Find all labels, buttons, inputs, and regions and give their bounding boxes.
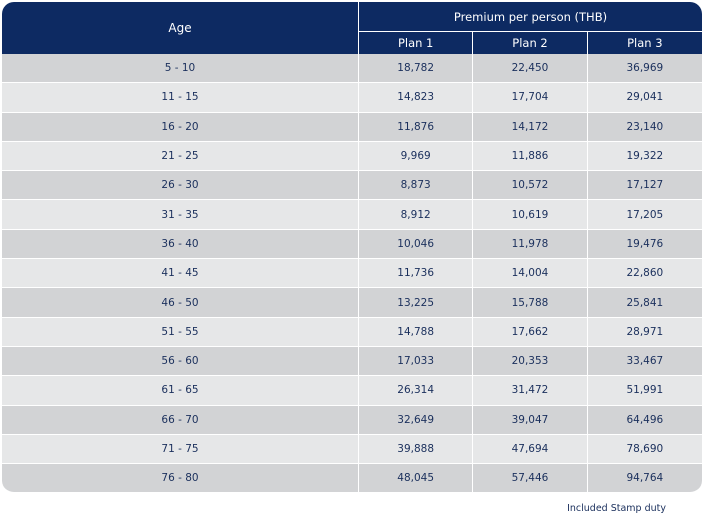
- age-column-header: Age: [2, 2, 359, 54]
- plan-3-premium-cell: 19,476: [587, 229, 702, 260]
- age-range-cell: 46 - 50: [2, 288, 359, 318]
- premium-table-container: Age Premium per person (THB) Plan 1 Plan…: [2, 2, 702, 494]
- table-row: 66 - 70 32,649 39,047 64,496: [2, 405, 702, 435]
- plan-3-premium-cell: 33,467: [587, 346, 702, 377]
- table-row: 56 - 60 17,033 20,353 33,467: [2, 346, 702, 377]
- plan-1-premium-cell: 8,873: [359, 171, 474, 201]
- table-row: 61 - 65 26,314 31,472 51,991: [2, 376, 702, 406]
- plan-1-premium-cell: 39,888: [359, 434, 474, 465]
- age-range-cell: 16 - 20: [2, 112, 359, 142]
- age-range-cell: 76 - 80: [2, 464, 359, 494]
- plan-3-premium-cell: 78,690: [587, 434, 702, 465]
- age-range-cell: 66 - 70: [2, 405, 359, 435]
- age-range-cell: 61 - 65: [2, 376, 359, 406]
- plan-3-premium-cell: 64,496: [587, 405, 702, 435]
- age-range-cell: 21 - 25: [2, 141, 359, 172]
- plan-2-premium-cell: 20,353: [473, 346, 588, 377]
- plan-3-premium-cell: 17,127: [587, 171, 702, 201]
- plan-2-premium-cell: 10,572: [473, 171, 588, 201]
- table-row: 71 - 75 39,888 47,694 78,690: [2, 434, 702, 465]
- plan-2-premium-cell: 57,446: [473, 464, 588, 494]
- table-row: 36 - 40 10,046 11,978 19,476: [2, 229, 702, 260]
- table-row: 16 - 20 11,876 14,172 23,140: [2, 112, 702, 142]
- table-row: 51 - 55 14,788 17,662 28,971: [2, 317, 702, 347]
- plan-3-premium-cell: 51,991: [587, 376, 702, 406]
- table-row: 5 - 10 18,782 22,450 36,969: [2, 54, 702, 84]
- age-range-cell: 36 - 40: [2, 229, 359, 260]
- plan-1-premium-cell: 11,736: [359, 259, 474, 289]
- plan-2-header: Plan 2: [473, 32, 588, 54]
- age-range-cell: 71 - 75: [2, 434, 359, 465]
- plan-1-premium-cell: 32,649: [359, 405, 474, 435]
- plan-1-premium-cell: 14,823: [359, 83, 474, 113]
- plan-2-premium-cell: 17,704: [473, 83, 588, 113]
- plan-3-premium-cell: 94,764: [587, 464, 702, 494]
- table-row: 31 - 35 8,912 10,619 17,205: [2, 200, 702, 230]
- plan-1-premium-cell: 10,046: [359, 229, 474, 260]
- table-row: 41 - 45 11,736 14,004 22,860: [2, 259, 702, 289]
- plan-2-premium-cell: 10,619: [473, 200, 588, 230]
- plan-1-premium-cell: 17,033: [359, 346, 474, 377]
- plan-1-premium-cell: 9,969: [359, 141, 474, 172]
- table-body: 5 - 10 18,782 22,450 36,969 11 - 15 14,823 17,…: [2, 54, 702, 494]
- age-range-cell: 56 - 60: [2, 346, 359, 377]
- stamp-duty-note: Included Stamp duty: [567, 503, 666, 514]
- plan-2-premium-cell: 47,694: [473, 434, 588, 465]
- plan-2-premium-cell: 11,886: [473, 141, 588, 172]
- premium-header: Premium per person (THB): [359, 2, 702, 32]
- plan-1-premium-cell: 13,225: [359, 288, 474, 318]
- plan-1-premium-cell: 26,314: [359, 376, 474, 406]
- plan-1-header: Plan 1: [359, 32, 474, 54]
- plan-2-premium-cell: 22,450: [473, 54, 588, 84]
- plan-3-premium-cell: 22,860: [587, 259, 702, 289]
- age-range-cell: 26 - 30: [2, 171, 359, 201]
- plan-2-premium-cell: 11,978: [473, 229, 588, 260]
- plan-3-premium-cell: 19,322: [587, 141, 702, 172]
- plan-1-premium-cell: 8,912: [359, 200, 474, 230]
- plan-2-premium-cell: 39,047: [473, 405, 588, 435]
- age-range-cell: 41 - 45: [2, 259, 359, 289]
- table-row: 46 - 50 13,225 15,788 25,841: [2, 288, 702, 318]
- plan-3-premium-cell: 36,969: [587, 54, 702, 84]
- table-row: 11 - 15 14,823 17,704 29,041: [2, 83, 702, 113]
- plan-2-premium-cell: 17,662: [473, 317, 588, 347]
- plan-3-header: Plan 3: [587, 32, 702, 54]
- premium-table: Age Premium per person (THB) Plan 1 Plan…: [2, 2, 702, 494]
- plan-3-premium-cell: 28,971: [587, 317, 702, 347]
- plan-2-premium-cell: 31,472: [473, 376, 588, 406]
- age-range-cell: 11 - 15: [2, 83, 359, 113]
- table-header: Age Premium per person (THB) Plan 1 Plan…: [2, 2, 702, 54]
- plan-2-premium-cell: 14,172: [473, 112, 588, 142]
- table-row: 76 - 80 48,045 57,446 94,764: [2, 464, 702, 494]
- plan-2-premium-cell: 14,004: [473, 259, 588, 289]
- plan-1-premium-cell: 48,045: [359, 464, 474, 494]
- plan-2-premium-cell: 15,788: [473, 288, 588, 318]
- table-row: 26 - 30 8,873 10,572 17,127: [2, 171, 702, 201]
- plan-3-premium-cell: 23,140: [587, 112, 702, 142]
- plan-3-premium-cell: 25,841: [587, 288, 702, 318]
- plan-1-premium-cell: 14,788: [359, 317, 474, 347]
- plan-3-premium-cell: 17,205: [587, 200, 702, 230]
- plan-1-premium-cell: 18,782: [359, 54, 474, 84]
- plan-1-premium-cell: 11,876: [359, 112, 474, 142]
- age-range-cell: 51 - 55: [2, 317, 359, 347]
- plan-3-premium-cell: 29,041: [587, 83, 702, 113]
- age-range-cell: 5 - 10: [2, 54, 359, 84]
- table-row: 21 - 25 9,969 11,886 19,322: [2, 141, 702, 172]
- age-range-cell: 31 - 35: [2, 200, 359, 230]
